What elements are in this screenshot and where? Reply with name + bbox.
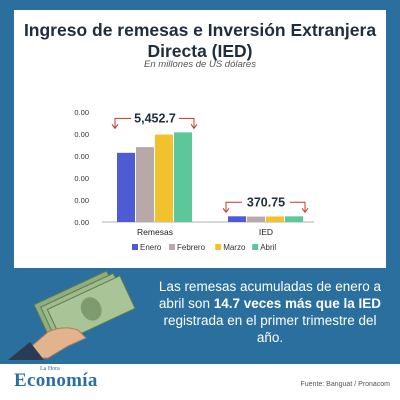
bar-ied-abril	[285, 216, 303, 222]
bar-remesas-abril	[174, 132, 192, 222]
x-category-label: IED	[259, 227, 273, 237]
summary-part2: registrada en el primer trimestre del añ…	[163, 313, 377, 345]
money-hand-illustration	[8, 270, 136, 360]
legend-label-marzo: Marzo	[223, 243, 246, 252]
annotation-arrow-right	[190, 124, 198, 130]
annotation-total-label: 5,452.7	[134, 111, 176, 125]
legend-label-febrero: Febrero	[177, 243, 206, 252]
y-tick-label: 0.00	[74, 108, 89, 117]
y-tick-label: 0.00	[74, 174, 89, 183]
y-tick-label: 0.00	[74, 196, 89, 205]
y-tick-label: 0.00	[74, 152, 89, 161]
bar-remesas-enero	[117, 152, 135, 222]
bar-ied-enero	[228, 216, 246, 222]
bar-remesas-marzo	[155, 134, 173, 222]
legend-label-enero: Enero	[140, 243, 162, 252]
annotation-label-bg	[131, 109, 179, 126]
chart-subtitle: En millones de US dólares	[144, 59, 256, 70]
brand-prefix: La Hora	[40, 366, 60, 372]
annotation-total-label: 370.75	[247, 195, 285, 209]
summary-text: Las remesas acumuladas de enero a abril …	[152, 278, 388, 346]
annotation-arrow-left	[222, 208, 230, 214]
bar-ied-marzo	[266, 216, 284, 222]
brand-logo: Economía	[14, 370, 98, 391]
legend-swatch-abril	[252, 244, 259, 250]
legend-swatch-enero	[132, 244, 138, 250]
bar-remesas-febrero	[136, 147, 154, 222]
chart-card	[14, 10, 386, 268]
bar-chart: 0.00 0.00 0.00 0.00 0.00 0.00 Remesas 5,452.7 IE…	[74, 108, 314, 252]
x-category-label: Remesas	[137, 227, 173, 237]
summary-highlight: 14.7 veces más que la IED	[213, 296, 382, 311]
legend-label-abril: Abril	[260, 243, 276, 252]
annotation-label-bg	[242, 193, 290, 210]
legend-swatch-marzo	[215, 244, 222, 250]
chart-title: Ingreso de remesas e Inversión Extranjer…	[23, 20, 377, 61]
y-tick-label: 0.00	[74, 130, 89, 139]
summary-part1: Las remesas acumuladas de enero a abril …	[158, 279, 382, 311]
footer-bar	[0, 364, 400, 400]
annotation-arrow-right	[301, 208, 309, 214]
source-note: Fuente: Banguat / Pronacom	[300, 381, 391, 388]
annotation-arrow-left	[111, 124, 119, 130]
bar-ied-febrero	[247, 216, 265, 222]
y-tick-label: 0.00	[74, 218, 89, 227]
legend-swatch-febrero	[169, 244, 175, 250]
